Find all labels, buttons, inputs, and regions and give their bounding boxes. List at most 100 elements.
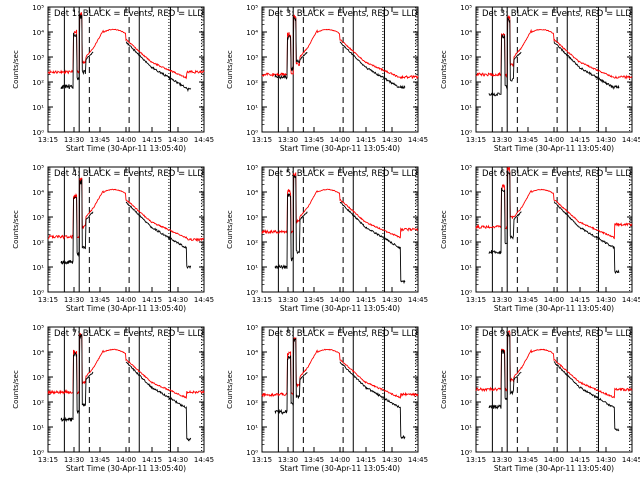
y-tick-label: 10³ (460, 54, 472, 62)
series-lld (47, 333, 205, 400)
x-tick-label: 14:45 (194, 296, 214, 304)
plot-frame (47, 326, 205, 453)
y-tick-label: 10¹ (460, 264, 472, 272)
series-events (339, 201, 406, 285)
x-tick-label: 13:15 (252, 456, 272, 464)
plot-frame (261, 6, 419, 133)
x-tick-label: 14:00 (116, 296, 136, 304)
y-axis-label: Counts/sec (440, 50, 448, 89)
x-tick-label: 14:45 (408, 136, 428, 144)
y-tick-label: 10⁰ (460, 449, 472, 457)
x-tick-label: 13:30 (492, 136, 512, 144)
x-tick-label: 13:15 (252, 136, 272, 144)
x-tick-label: 14:00 (116, 136, 136, 144)
x-tick-label: 14:30 (382, 456, 402, 464)
x-axis-label: Start Time (30-Apr-11 13:05:40) (280, 304, 400, 313)
y-tick-label: 10¹ (246, 104, 258, 112)
x-tick-label: 13:15 (38, 456, 58, 464)
chart-title: Det 5: BLACK = Events, RED = LLD (268, 169, 418, 179)
x-tick-label: 13:45 (90, 296, 110, 304)
y-tick-label: 10⁵ (32, 324, 44, 332)
x-tick-label: 14:00 (544, 136, 564, 144)
y-tick-label: 10² (460, 239, 472, 247)
chart-title: Det 9: BLACK = Events, RED = LLD (482, 329, 632, 339)
x-tick-label: 13:15 (38, 296, 58, 304)
panel-det-4: Det 4: BLACK = Events, RED = LLD 10⁰ 10¹ 10… (12, 164, 214, 313)
x-tick-label: 14:45 (194, 456, 214, 464)
x-axis-label: Start Time (30-Apr-11 13:05:40) (494, 464, 614, 473)
y-tick-label: 10³ (460, 374, 472, 382)
plot-frame (261, 326, 419, 453)
x-tick-label: 13:45 (90, 136, 110, 144)
plot-frame (475, 166, 633, 293)
x-tick-label: 14:15 (142, 456, 162, 464)
y-tick-label: 10⁵ (246, 324, 258, 332)
y-tick-label: 10³ (32, 214, 44, 222)
x-tick-label: 14:45 (622, 136, 640, 144)
panel-det-1: Det 1: BLACK = Events, RED = LLD 10⁰ 10¹ 10… (12, 4, 214, 153)
y-tick-label: 10⁴ (246, 189, 258, 197)
x-tick-label: 13:45 (304, 136, 324, 144)
x-tick-label: 14:00 (116, 456, 136, 464)
x-tick-label: 14:30 (382, 296, 402, 304)
series-lld (475, 330, 633, 399)
x-tick-label: 13:30 (278, 136, 298, 144)
x-tick-label: 14:45 (408, 456, 428, 464)
y-tick-label: 10⁵ (460, 4, 472, 12)
y-tick-label: 10⁴ (32, 189, 44, 197)
y-tick-label: 10¹ (246, 264, 258, 272)
series-lld (47, 177, 205, 243)
x-tick-label: 13:30 (492, 456, 512, 464)
plot-frame (475, 6, 633, 133)
series-events (60, 178, 94, 265)
series-events (60, 14, 94, 90)
y-tick-label: 10⁵ (32, 4, 44, 12)
series-events (488, 170, 522, 255)
x-tick-label: 14:30 (168, 456, 188, 464)
x-tick-label: 14:30 (596, 136, 616, 144)
y-tick-label: 10¹ (32, 264, 44, 272)
series-lld (261, 336, 419, 399)
y-tick-label: 10⁴ (32, 349, 44, 357)
y-tick-label: 10⁰ (32, 289, 44, 297)
y-tick-label: 10⁴ (32, 29, 44, 37)
y-tick-label: 10⁰ (32, 129, 44, 137)
x-tick-label: 14:15 (356, 296, 376, 304)
x-tick-label: 13:30 (278, 456, 298, 464)
x-tick-label: 13:45 (518, 296, 538, 304)
x-tick-label: 14:15 (356, 456, 376, 464)
panel-det-3: Det 3: BLACK = Events, RED = LLD 10⁰ 10¹ 10… (440, 4, 640, 153)
x-tick-label: 13:30 (492, 296, 512, 304)
x-tick-label: 13:45 (304, 456, 324, 464)
x-axis-label: Start Time (30-Apr-11 13:05:40) (494, 144, 614, 153)
plot-frame (47, 166, 205, 293)
x-tick-label: 14:45 (622, 296, 640, 304)
y-tick-label: 10⁴ (246, 349, 258, 357)
y-axis-label: Counts/sec (440, 210, 448, 249)
x-tick-label: 14:15 (142, 296, 162, 304)
x-axis-label: Start Time (30-Apr-11 13:05:40) (66, 304, 186, 313)
y-tick-label: 10² (246, 399, 258, 407)
panel-det-2: Det 3: BLACK = Events, RED = LLD 10⁰ 10¹ 10… (226, 4, 428, 153)
plot-frame (47, 6, 205, 133)
y-tick-label: 10² (32, 399, 44, 407)
y-tick-label: 10⁴ (460, 189, 472, 197)
series-events (125, 361, 192, 442)
x-tick-label: 14:45 (194, 136, 214, 144)
y-axis-label: Counts/sec (12, 370, 20, 409)
y-tick-label: 10³ (246, 374, 258, 382)
x-tick-label: 13:30 (64, 136, 84, 144)
y-tick-label: 10³ (32, 54, 44, 62)
y-axis-label: Counts/sec (226, 210, 234, 249)
x-tick-label: 14:45 (408, 296, 428, 304)
x-axis-label: Start Time (30-Apr-11 13:05:40) (280, 464, 400, 473)
chart-title: Det 4: BLACK = Events, RED = LLD (54, 169, 204, 179)
x-tick-label: 13:45 (518, 456, 538, 464)
chart-title: Det 7: BLACK = Events, RED = LLD (54, 329, 204, 339)
y-tick-label: 10³ (246, 54, 258, 62)
x-axis-label: Start Time (30-Apr-11 13:05:40) (66, 144, 186, 153)
panel-det-9: Det 9: BLACK = Events, RED = LLD 10⁰ 10¹ 10… (440, 324, 640, 473)
x-tick-label: 14:30 (596, 296, 616, 304)
y-tick-label: 10⁵ (460, 164, 472, 172)
x-tick-label: 14:30 (168, 296, 188, 304)
